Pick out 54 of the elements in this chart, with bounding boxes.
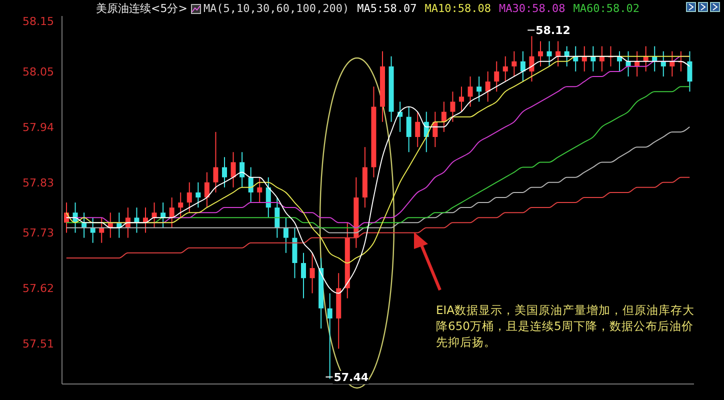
text: MA5:58.07 xyxy=(357,2,417,15)
candlestick xyxy=(310,252,315,294)
line-series xyxy=(66,176,690,258)
candlestick xyxy=(222,156,227,188)
chart-title: 美原油连续<5分> xyxy=(96,1,188,16)
annotation: 57.44 xyxy=(334,370,369,384)
candlestick xyxy=(152,202,157,228)
y-tick-label: 57.51 xyxy=(22,338,54,351)
candlestick xyxy=(476,76,482,102)
candlestick xyxy=(266,176,271,218)
candlestick xyxy=(450,91,456,122)
candlestick xyxy=(485,70,490,102)
candlestick xyxy=(520,50,526,82)
y-tick-label: 57.73 xyxy=(22,226,54,240)
y-tick-label: 58.15 xyxy=(22,14,54,28)
y-tick-label: 57.83 xyxy=(22,176,54,190)
candlestick xyxy=(327,292,332,380)
candlestick xyxy=(406,106,412,153)
candlestick xyxy=(441,101,446,132)
y-tick-label: 58.05 xyxy=(22,65,54,78)
candlestick xyxy=(512,50,517,77)
candlestick xyxy=(178,192,184,218)
candlestick xyxy=(301,252,306,299)
candlestick xyxy=(99,217,104,244)
candlestick xyxy=(213,131,218,193)
text: MA60:58.02 xyxy=(573,2,640,15)
candlestick xyxy=(248,166,254,204)
candlestick xyxy=(186,182,192,214)
text: MA30:58.08 xyxy=(498,2,566,15)
candlestick xyxy=(529,36,534,82)
candlestick xyxy=(459,86,464,112)
candlestick xyxy=(468,76,473,108)
candlestick xyxy=(257,176,262,204)
candlestick xyxy=(687,50,692,92)
annotation: EIA数据显示，美国原油产量增加，但原油库存大降650万桶，且是连续5周下降，数据公布后油价先抑后扬。 xyxy=(436,302,698,350)
candlestick xyxy=(546,40,552,67)
candlestick xyxy=(196,182,201,208)
y-tick-label: 57.62 xyxy=(22,282,54,296)
candlestick xyxy=(90,217,96,244)
candlestick xyxy=(274,196,280,238)
candlestick xyxy=(283,217,288,254)
annotation: 58.12 xyxy=(536,24,570,38)
candlestick xyxy=(240,152,245,188)
candlestick xyxy=(415,111,420,148)
text: MA10:58.08 xyxy=(424,2,491,15)
candlestick xyxy=(204,172,210,208)
candlestick xyxy=(502,56,508,82)
candlestick xyxy=(169,196,174,228)
y-tick-label: 57.94 xyxy=(22,120,54,134)
chart-subtitle: MA(5,10,30,60,100,200) xyxy=(203,2,350,15)
candlestick xyxy=(494,60,500,92)
candlestick xyxy=(230,152,236,188)
candlestick xyxy=(556,40,561,67)
candlestick xyxy=(538,40,543,67)
